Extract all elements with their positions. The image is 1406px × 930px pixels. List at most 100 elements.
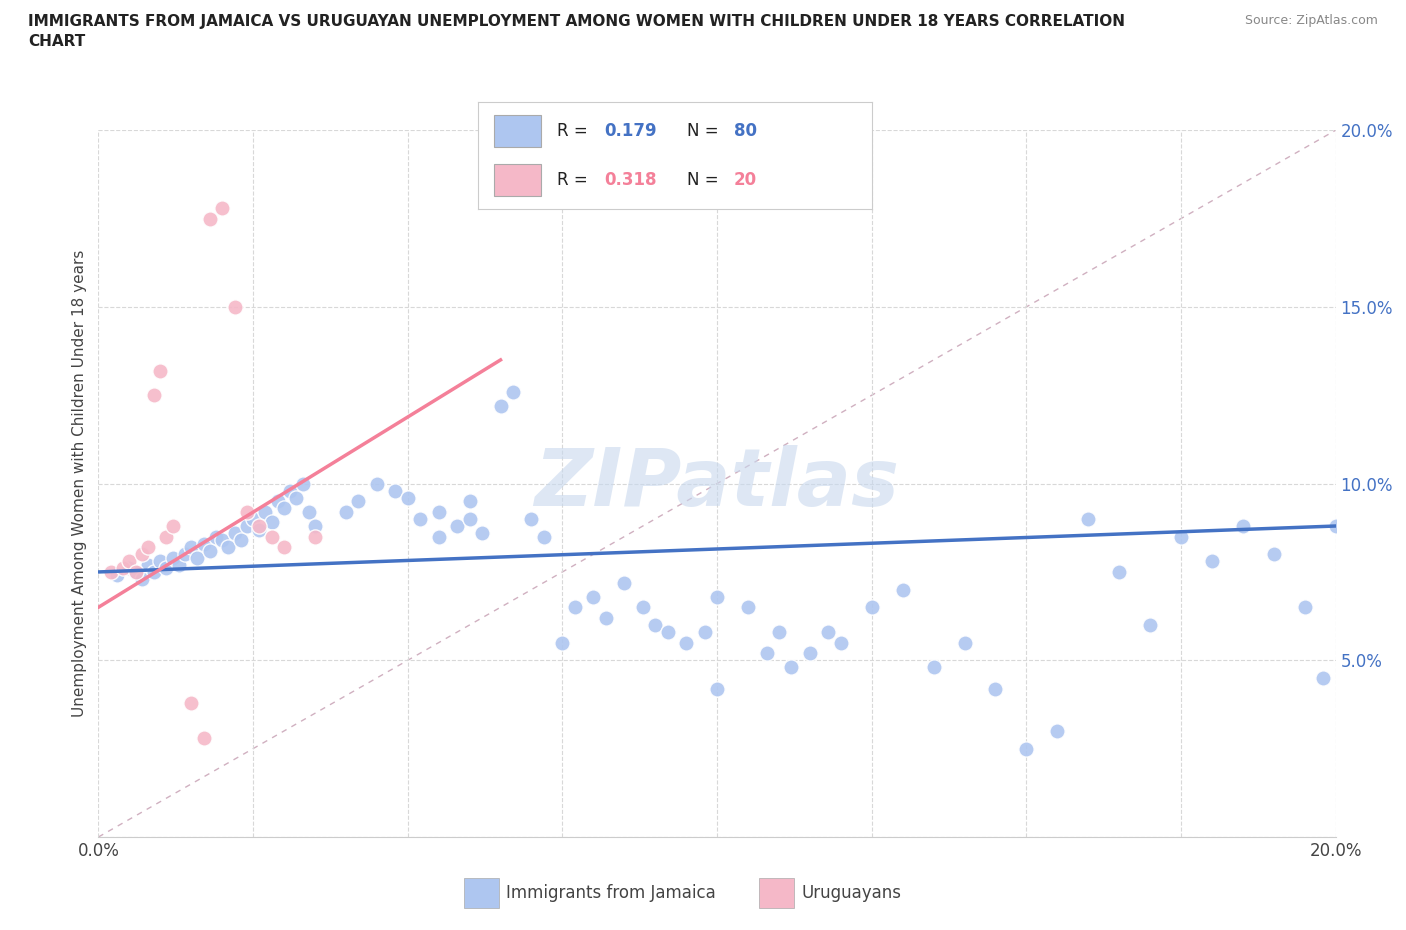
Text: 0.179: 0.179 [605,122,657,140]
FancyBboxPatch shape [464,878,499,908]
Point [124,565,146,579]
Point [458,512,481,526]
Point [502,384,524,399]
Point [304,529,326,544]
Text: Uruguayans: Uruguayans [801,884,901,902]
Point [298,504,321,519]
Point [644,618,666,632]
Text: ZIPatlas: ZIPatlas [534,445,900,523]
Point [1232,519,1254,534]
Point [260,515,283,530]
Point [198,543,221,558]
Point [254,504,277,519]
Point [162,519,184,534]
Point [247,522,270,537]
Point [613,575,636,590]
Point [193,537,215,551]
Point [149,363,172,378]
Point [675,635,697,650]
Point [817,625,839,640]
Point [1312,671,1334,685]
Point [278,484,301,498]
Point [799,645,821,660]
FancyBboxPatch shape [759,878,794,908]
Point [564,600,586,615]
Point [229,533,252,548]
Point [174,547,197,562]
Point [953,635,976,650]
Point [1263,547,1285,562]
Point [112,561,135,576]
Point [291,476,314,491]
Point [155,561,177,576]
Point [384,484,406,498]
Point [427,504,450,519]
Point [860,600,883,615]
Point [471,525,494,540]
Point [285,490,308,505]
Point [267,494,290,509]
Text: N =: N = [686,171,724,190]
Point [582,590,605,604]
Point [489,398,512,413]
Point [131,572,153,587]
Point [304,519,326,534]
Point [180,696,202,711]
Text: 20: 20 [734,171,756,190]
Point [143,388,166,403]
Point [396,490,419,505]
Point [217,539,239,554]
Text: CHART: CHART [28,34,86,49]
Point [737,600,759,615]
Point [533,529,555,544]
Point [186,551,208,565]
FancyBboxPatch shape [494,115,541,147]
Point [211,533,233,548]
Point [1108,565,1130,579]
Text: R =: R = [557,171,593,190]
Point [224,525,246,540]
Point [657,625,679,640]
Text: IMMIGRANTS FROM JAMAICA VS URUGUAYAN UNEMPLOYMENT AMONG WOMEN WITH CHILDREN UNDE: IMMIGRANTS FROM JAMAICA VS URUGUAYAN UNE… [28,14,1125,29]
Point [446,519,468,534]
Point [162,551,184,565]
Point [1015,741,1038,756]
Point [830,635,852,650]
Point [706,681,728,696]
Point [136,557,159,572]
Point [1077,512,1099,526]
Y-axis label: Unemployment Among Women with Children Under 18 years: Unemployment Among Women with Children U… [72,250,87,717]
Point [242,512,264,526]
Text: N =: N = [686,122,724,140]
Text: 80: 80 [734,122,756,140]
Point [118,561,141,576]
Text: 0.318: 0.318 [605,171,657,190]
Point [131,547,153,562]
FancyBboxPatch shape [494,165,541,196]
Point [520,512,543,526]
Point [693,625,716,640]
Point [205,529,228,544]
Text: Immigrants from Jamaica: Immigrants from Jamaica [506,884,716,902]
Point [198,211,221,226]
Point [427,529,450,544]
Point [100,565,122,579]
Point [984,681,1007,696]
Point [136,539,159,554]
Point [143,565,166,579]
Point [273,539,295,554]
Point [551,635,574,650]
Point [1294,600,1316,615]
Point [224,299,246,314]
Point [260,529,283,544]
Point [236,504,259,519]
Point [768,625,790,640]
Point [180,539,202,554]
Point [211,201,233,216]
Point [922,660,945,675]
Point [273,501,295,516]
Point [366,476,388,491]
Point [335,504,357,519]
Point [124,565,146,579]
Point [247,519,270,534]
